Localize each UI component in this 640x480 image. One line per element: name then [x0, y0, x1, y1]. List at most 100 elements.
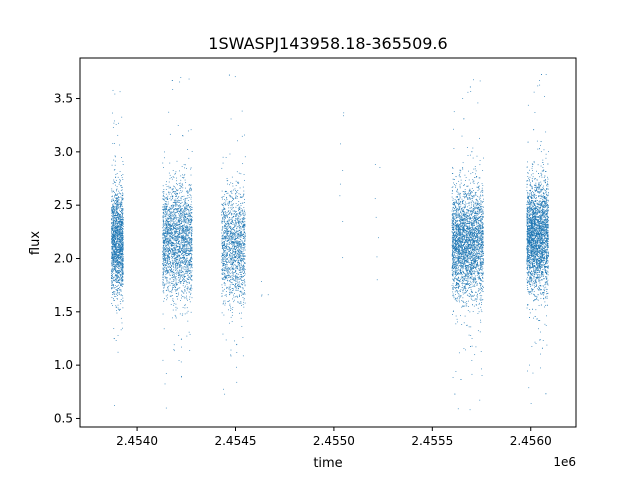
data-point: [190, 204, 192, 206]
data-point: [172, 170, 174, 171]
data-point: [115, 220, 117, 222]
data-point: [166, 270, 168, 272]
data-point: [241, 110, 243, 112]
data-point: [190, 273, 192, 275]
data-point: [165, 270, 166, 272]
data-point: [186, 261, 188, 263]
data-point: [222, 268, 224, 269]
data-point: [186, 298, 188, 300]
data-point: [175, 238, 176, 240]
data-point: [191, 250, 193, 251]
data-point: [162, 276, 164, 278]
data-point: [185, 239, 187, 240]
data-point: [232, 232, 234, 233]
data-point: [230, 247, 232, 249]
data-point: [240, 285, 241, 287]
data-point: [176, 236, 177, 238]
data-point: [188, 254, 190, 256]
data-point: [117, 289, 119, 291]
data-point: [183, 210, 185, 212]
data-point: [112, 229, 114, 230]
data-point: [230, 258, 232, 260]
data-point: [235, 197, 236, 199]
data-point: [167, 251, 169, 253]
data-point: [234, 229, 236, 231]
data-point: [241, 231, 242, 232]
data-point: [238, 243, 240, 245]
data-point: [187, 200, 189, 201]
data-point: [184, 252, 186, 253]
data-point: [187, 213, 189, 215]
data-point: [121, 262, 123, 264]
data-point: [116, 290, 118, 291]
data-point: [112, 215, 114, 217]
data-point: [170, 240, 172, 242]
data-point: [182, 255, 184, 257]
data-point: [118, 230, 120, 232]
data-point: [223, 208, 225, 210]
data-point: [120, 214, 121, 215]
data-point: [184, 179, 186, 181]
data-point: [122, 276, 123, 277]
data-point: [116, 246, 118, 248]
data-point: [187, 227, 188, 229]
data-point: [188, 237, 190, 239]
data-point: [118, 292, 120, 294]
data-point: [119, 214, 120, 216]
data-point: [243, 267, 245, 269]
data-point: [186, 202, 188, 204]
data-point: [116, 280, 118, 282]
data-point: [167, 254, 169, 256]
data-point: [115, 248, 117, 249]
data-point: [223, 238, 225, 239]
data-point: [115, 197, 116, 199]
data-point: [165, 237, 167, 238]
data-point: [119, 231, 121, 233]
data-point: [179, 245, 181, 247]
data-point: [111, 227, 113, 229]
data-point: [163, 221, 164, 223]
data-point: [114, 195, 115, 197]
data-point: [231, 217, 233, 218]
data-point: [183, 246, 185, 247]
data-point: [119, 308, 120, 310]
data-point: [226, 196, 227, 198]
data-point: [167, 258, 168, 260]
data-point: [114, 228, 116, 230]
data-point: [166, 260, 168, 261]
data-point: [185, 251, 187, 253]
data-point: [177, 221, 179, 223]
data-point: [171, 205, 173, 207]
data-point: [116, 274, 118, 276]
data-point: [191, 201, 192, 203]
data-point: [236, 381, 238, 383]
data-point: [166, 208, 168, 210]
data-point: [114, 233, 116, 235]
data-point: [183, 258, 185, 259]
data-point: [238, 249, 240, 251]
data-point: [167, 217, 168, 219]
data-point: [176, 272, 178, 274]
data-point: [114, 236, 115, 237]
data-point: [120, 240, 122, 241]
data-point: [232, 263, 234, 264]
data-point: [117, 203, 119, 205]
data-point: [113, 268, 115, 270]
data-point: [190, 253, 192, 254]
data-point: [242, 269, 244, 271]
data-point: [166, 257, 168, 259]
data-point: [168, 231, 170, 233]
data-point: [187, 253, 189, 255]
data-point: [116, 250, 118, 251]
data-point: [190, 198, 192, 200]
data-point: [179, 223, 181, 225]
data-point: [121, 273, 123, 274]
data-point: [181, 265, 182, 267]
data-point: [186, 257, 188, 259]
data-point: [178, 202, 180, 203]
data-point: [112, 127, 114, 128]
data-point: [184, 206, 186, 208]
data-point: [184, 307, 186, 309]
data-point: [181, 229, 183, 231]
data-point: [165, 208, 167, 209]
